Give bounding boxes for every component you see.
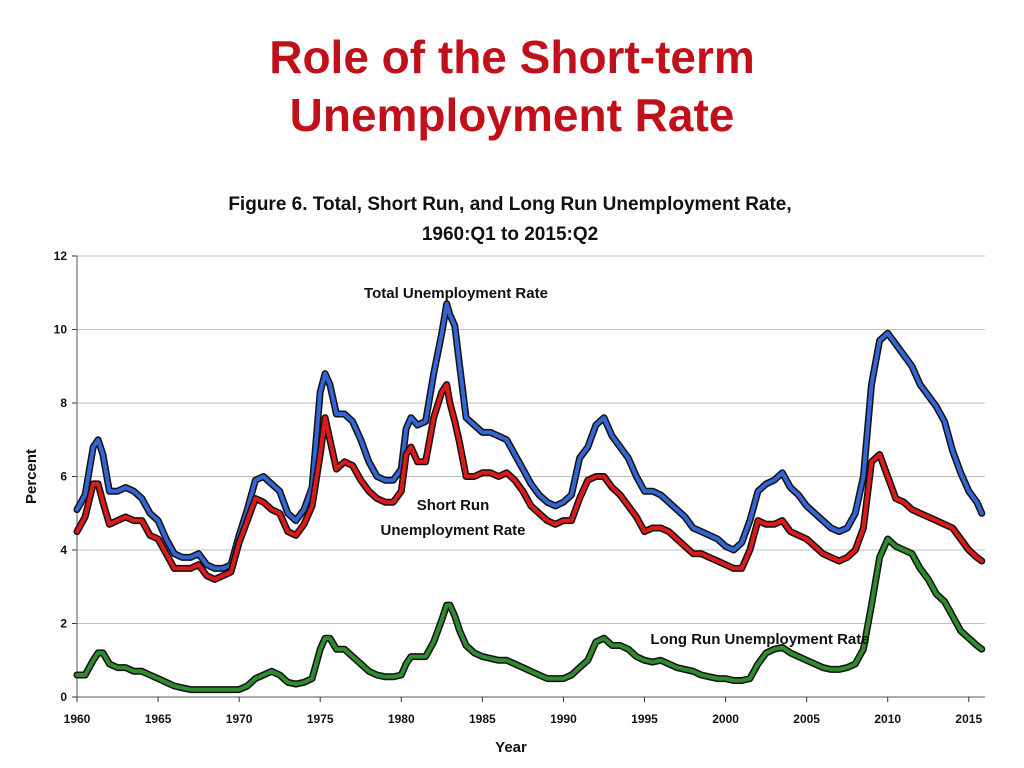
chart-title-line1: Figure 6. Total, Short Run, and Long Run… — [228, 194, 792, 215]
slide-title-line1: Role of the Short-term — [269, 31, 755, 83]
x-tick-label: 2015 — [955, 712, 982, 726]
x-tick-label: 1975 — [307, 712, 334, 726]
series-lines — [73, 300, 986, 694]
y-tick-label: 2 — [60, 617, 67, 631]
x-axis-label: Year — [495, 739, 527, 756]
grid-lines — [77, 255, 985, 624]
y-tick-label: 6 — [60, 470, 67, 484]
x-tick-label: 1980 — [388, 712, 415, 726]
chart-labels: Year Percent Total Unemployment Rate Short … — [23, 285, 870, 756]
annotation-short-run-line2: Unemployment Rate — [380, 522, 525, 539]
annotation-long-run: Long Run Unemployment Rate — [650, 631, 869, 648]
annotation-total: Total Unemployment Rate — [364, 285, 548, 302]
x-tick-label: 2000 — [712, 712, 739, 726]
y-tick-label: 10 — [54, 323, 68, 337]
x-tick-label: 1970 — [226, 712, 253, 726]
axes: 0 2 4 6 8 10 12 1960 1965 1970 1975 1980 1985 1990 199… — [54, 249, 985, 726]
series-short_run-line — [75, 382, 984, 582]
y-tick-label: 12 — [54, 249, 68, 263]
chart-title: Figure 6. Total, Short Run, and Long Run… — [160, 190, 860, 250]
x-tick-label: 1995 — [631, 712, 658, 726]
x-tick-label: 1960 — [64, 712, 91, 726]
x-tick-label: 2010 — [874, 712, 901, 726]
slide-title: Role of the Short-term Unemployment Rate — [0, 28, 1024, 144]
x-tick-label: 1985 — [469, 712, 496, 726]
series-total-line — [75, 301, 984, 571]
chart-subtitle: 1960:Q1 to 2015:Q2 — [421, 224, 599, 245]
x-tick-label: 1990 — [550, 712, 577, 726]
slide-title-line2: Unemployment Rate — [289, 89, 735, 141]
series-long_run-line — [75, 537, 984, 692]
y-tick-label: 8 — [60, 396, 67, 410]
annotation-short-run-line1: Short Run — [417, 497, 490, 514]
y-tick-label: 0 — [60, 690, 67, 704]
y-axis-label: Percent — [23, 449, 40, 504]
x-tick-label: 1965 — [145, 712, 172, 726]
x-tick-label: 2005 — [793, 712, 820, 726]
y-tick-label: 4 — [60, 543, 67, 557]
